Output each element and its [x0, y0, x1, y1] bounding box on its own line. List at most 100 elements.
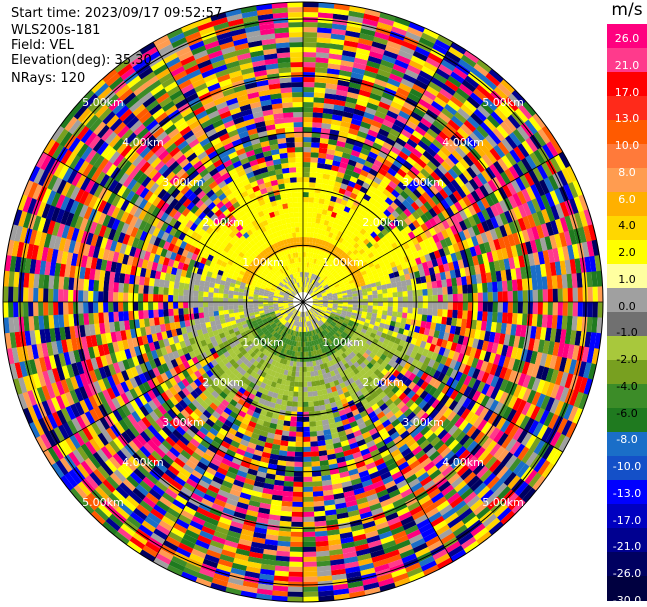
velocity-gate	[310, 441, 319, 447]
velocity-gate	[56, 409, 67, 425]
velocity-gate	[215, 431, 226, 441]
velocity-gate	[288, 431, 297, 437]
velocity-gate	[394, 259, 402, 267]
velocity-gate	[386, 390, 395, 399]
velocity-gate	[311, 471, 322, 477]
velocity-gate	[332, 305, 338, 308]
velocity-gate	[375, 423, 385, 432]
velocity-gate	[536, 379, 546, 394]
velocity-gate	[452, 402, 463, 414]
velocity-gate	[308, 262, 312, 268]
velocity-gate	[363, 70, 378, 79]
velocity-gate	[315, 177, 323, 184]
velocity-gate	[325, 514, 338, 521]
velocity-gate	[577, 287, 583, 303]
velocity-gate	[313, 500, 325, 507]
velocity-gate	[237, 443, 248, 452]
velocity-gate	[375, 246, 383, 254]
velocity-gate	[169, 419, 180, 430]
velocity-gate	[92, 380, 102, 394]
velocity-gate	[183, 482, 196, 493]
velocity-gate	[313, 269, 318, 275]
velocity-gate	[288, 303, 294, 306]
velocity-gate	[380, 280, 387, 286]
velocity-gate	[303, 112, 314, 118]
velocity-gate	[271, 314, 277, 318]
velocity-gate	[480, 489, 494, 503]
velocity-gate	[350, 118, 362, 127]
velocity-gate	[314, 192, 321, 199]
velocity-gate	[396, 54, 411, 65]
velocity-gate	[262, 548, 277, 556]
velocity-gate	[528, 472, 542, 488]
velocity-gate	[298, 381, 303, 387]
velocity-gate	[378, 493, 391, 503]
velocity-gate	[425, 321, 432, 330]
velocity-gate	[226, 415, 236, 424]
velocity-gate	[373, 436, 383, 445]
velocity-gate	[409, 245, 418, 254]
velocity-gate	[303, 142, 312, 148]
velocity-gate	[416, 422, 427, 433]
velocity-gate	[302, 376, 308, 382]
velocity-gate	[326, 413, 335, 420]
velocity-gate	[476, 419, 488, 432]
velocity-gate	[463, 50, 480, 64]
velocity-gate	[120, 462, 134, 476]
velocity-gate	[469, 459, 482, 472]
velocity-gate	[345, 264, 352, 270]
velocity-gate	[571, 273, 578, 289]
velocity-gate	[145, 472, 159, 485]
velocity-gate	[433, 96, 448, 108]
velocity-gate	[353, 108, 365, 117]
velocity-gate	[65, 405, 76, 420]
velocity-gate	[485, 230, 494, 242]
velocity-gate	[414, 144, 426, 155]
velocity-gate	[266, 316, 272, 321]
velocity-gate	[351, 425, 360, 433]
velocity-gate	[338, 393, 346, 401]
velocity-gate	[351, 263, 358, 270]
velocity-gate	[302, 401, 309, 407]
velocity-gate	[298, 386, 303, 392]
velocity-gate	[291, 350, 296, 357]
velocity-gate	[289, 546, 303, 552]
velocity-gate	[463, 99, 478, 113]
velocity-gate	[297, 316, 300, 322]
velocity-gate	[164, 487, 178, 500]
velocity-gate	[229, 332, 237, 339]
velocity-gate	[288, 304, 294, 307]
velocity-gate	[272, 317, 278, 322]
velocity-gate	[407, 501, 421, 512]
velocity-gate	[471, 390, 482, 403]
velocity-gate	[283, 314, 289, 319]
velocity-gate	[379, 582, 396, 592]
velocity-gate	[264, 312, 271, 317]
velocity-gate	[417, 308, 423, 315]
velocity-gate	[365, 248, 372, 255]
velocity-gate	[303, 92, 315, 98]
velocity-gate	[202, 558, 218, 569]
velocity-gate	[316, 555, 331, 562]
velocity-gate	[412, 345, 420, 353]
velocity-gate	[303, 242, 307, 248]
velocity-gate	[327, 242, 333, 249]
velocity-gate	[312, 295, 317, 299]
velocity-gate	[405, 399, 415, 409]
velocity-gate	[510, 346, 519, 360]
velocity-gate	[57, 424, 70, 440]
velocity-gate	[483, 409, 494, 422]
velocity-gate	[451, 164, 463, 177]
velocity-gate	[360, 28, 376, 37]
velocity-gate	[327, 392, 334, 399]
velocity-gate	[390, 448, 401, 458]
velocity-gate	[353, 257, 360, 264]
velocity-gate	[545, 262, 552, 277]
velocity-gate	[143, 343, 151, 353]
velocity-gate	[381, 228, 389, 236]
velocity-gate	[134, 396, 144, 409]
velocity-gate	[480, 395, 491, 408]
velocity-gate	[253, 309, 259, 313]
velocity-gate	[474, 404, 485, 417]
velocity-gate	[503, 471, 517, 487]
